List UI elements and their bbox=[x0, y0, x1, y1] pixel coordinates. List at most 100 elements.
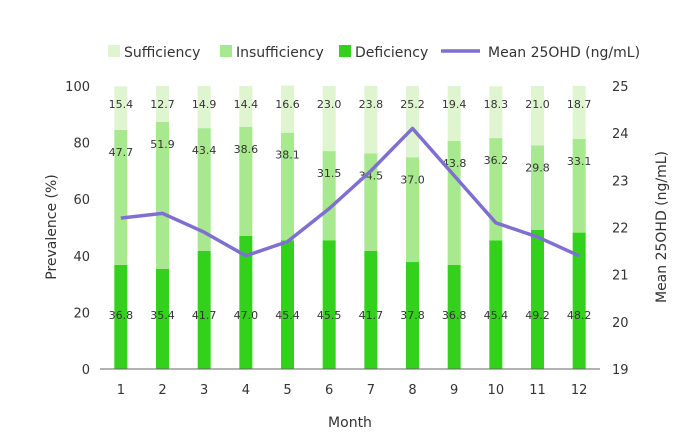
bar-insufficiency-10 bbox=[489, 138, 503, 241]
data-label-sufficiency-1: 15.4 bbox=[109, 98, 134, 111]
data-label-sufficiency-10: 18.3 bbox=[484, 98, 509, 111]
bar-sufficiency-5 bbox=[281, 85, 294, 133]
y2-tick-19: 19 bbox=[612, 363, 629, 378]
bar-sufficiency-9 bbox=[447, 86, 461, 141]
y-tick-60: 60 bbox=[73, 193, 90, 208]
bar-sufficiency-11 bbox=[531, 86, 544, 146]
bar-deficiency-1 bbox=[114, 264, 128, 369]
x-axis-title: Month bbox=[328, 415, 372, 431]
bar-sufficiency-2 bbox=[156, 86, 169, 122]
data-label-insufficiency-8: 37.0 bbox=[400, 173, 425, 186]
bar-sufficiency-6 bbox=[322, 86, 336, 152]
bar-insufficiency-3 bbox=[197, 128, 211, 251]
x-tick-5: 5 bbox=[283, 383, 291, 398]
data-label-insufficiency-11: 29.8 bbox=[525, 161, 550, 174]
bar-insufficiency-5 bbox=[281, 132, 294, 241]
x-tick-6: 6 bbox=[325, 383, 333, 398]
bar-insufficiency-12 bbox=[572, 138, 586, 233]
bar-deficiency-6 bbox=[322, 240, 336, 369]
y2-tick-24: 24 bbox=[612, 127, 629, 142]
mean-25ohd-line bbox=[120, 126, 580, 258]
legend-label-mean-25ohd: Mean 25OHD (ng/mL) bbox=[488, 45, 640, 61]
data-label-deficiency-6: 45.5 bbox=[317, 309, 342, 322]
bar-insufficiency-4 bbox=[239, 126, 253, 236]
data-label-deficiency-4: 47.0 bbox=[234, 309, 259, 322]
x-tick-8: 8 bbox=[408, 383, 416, 398]
bar-sufficiency-10 bbox=[489, 86, 503, 139]
data-label-sufficiency-2: 12.7 bbox=[150, 98, 175, 111]
x-tick-3: 3 bbox=[200, 383, 208, 398]
data-label-deficiency-9: 36.8 bbox=[442, 309, 467, 322]
data-label-insufficiency-2: 51.9 bbox=[150, 138, 175, 151]
y2-tick-25: 25 bbox=[612, 80, 629, 95]
x-tick-2: 2 bbox=[158, 383, 166, 398]
mean-line bbox=[120, 126, 580, 258]
y2-axis-title: Mean 25OHD (ng/mL) bbox=[654, 151, 670, 303]
data-label-deficiency-2: 35.4 bbox=[150, 309, 175, 322]
legend-swatch-sufficiency bbox=[108, 45, 120, 57]
bar-deficiency-12 bbox=[572, 232, 586, 369]
data-label-insufficiency-1: 47.7 bbox=[109, 146, 134, 159]
data-label-insufficiency-4: 38.6 bbox=[234, 143, 259, 156]
data-label-insufficiency-12: 33.1 bbox=[567, 155, 592, 168]
bar-sufficiency-7 bbox=[364, 86, 378, 154]
x-tick-7: 7 bbox=[367, 383, 375, 398]
y-axis-title: Prevalence (%) bbox=[44, 174, 60, 280]
y-tick-20: 20 bbox=[73, 306, 90, 321]
y2-tick-20: 20 bbox=[612, 316, 629, 331]
data-label-deficiency-5: 45.4 bbox=[275, 309, 300, 322]
bar-deficiency-10 bbox=[489, 240, 503, 369]
y2-tick-21: 21 bbox=[612, 269, 629, 284]
legend-swatch-deficiency bbox=[339, 45, 351, 57]
x-tick-4: 4 bbox=[242, 383, 250, 398]
data-label-insufficiency-7: 34.5 bbox=[359, 169, 384, 182]
data-label-insufficiency-5: 38.1 bbox=[275, 149, 300, 162]
x-tick-12: 12 bbox=[571, 383, 588, 398]
bar-deficiency-9 bbox=[447, 264, 461, 369]
bar-insufficiency-8 bbox=[406, 157, 419, 263]
bar-sufficiency-12 bbox=[572, 86, 586, 139]
legend-label-sufficiency: Sufficiency bbox=[124, 45, 200, 61]
data-label-sufficiency-12: 18.7 bbox=[567, 98, 592, 111]
data-label-insufficiency-10: 36.2 bbox=[484, 154, 509, 167]
bar-deficiency-11 bbox=[531, 229, 544, 369]
bar-sufficiency-3 bbox=[197, 86, 211, 129]
data-label-deficiency-1: 36.8 bbox=[109, 309, 134, 322]
bar-deficiency-3 bbox=[197, 250, 211, 369]
bar-deficiency-8 bbox=[406, 262, 419, 369]
data-label-sufficiency-7: 23.8 bbox=[359, 98, 384, 111]
bar-insufficiency-11 bbox=[531, 145, 544, 230]
data-label-sufficiency-5: 16.6 bbox=[275, 98, 300, 111]
legend-label-insufficiency: Insufficiency bbox=[236, 45, 324, 61]
bar-sufficiency-4 bbox=[239, 86, 253, 127]
y-tick-40: 40 bbox=[73, 250, 90, 265]
data-label-sufficiency-11: 21.0 bbox=[525, 98, 550, 111]
bar-deficiency-4 bbox=[239, 235, 253, 369]
bar-deficiency-2 bbox=[156, 268, 169, 369]
x-tick-10: 10 bbox=[488, 383, 505, 398]
data-label-deficiency-11: 49.2 bbox=[525, 309, 550, 322]
x-tick-9: 9 bbox=[450, 383, 458, 398]
bar-sufficiency-8 bbox=[406, 86, 419, 158]
bar-insufficiency-1 bbox=[114, 129, 128, 265]
y-tick-0: 0 bbox=[82, 363, 90, 378]
bar-deficiency-5 bbox=[281, 240, 294, 369]
data-label-sufficiency-8: 25.2 bbox=[400, 98, 425, 111]
bar-insufficiency-6 bbox=[322, 151, 336, 241]
data-label-deficiency-10: 45.4 bbox=[484, 309, 509, 322]
bar-insufficiency-2 bbox=[156, 121, 169, 269]
y2-tick-23: 23 bbox=[612, 174, 629, 189]
bars: 36.8 47.7 15.4 35.4 51.9 12.7 41.7 43.4 14.9 47.0… bbox=[109, 85, 592, 369]
legend-swatch-insufficiency bbox=[220, 45, 232, 57]
bar-deficiency-7 bbox=[364, 250, 378, 369]
y2-tick-22: 22 bbox=[612, 222, 629, 237]
bar-insufficiency-7 bbox=[364, 153, 378, 251]
data-label-deficiency-3: 41.7 bbox=[192, 309, 217, 322]
y-tick-80: 80 bbox=[73, 137, 90, 152]
legend-label-deficiency: Deficiency bbox=[355, 45, 428, 61]
x-tick-1: 1 bbox=[117, 383, 125, 398]
data-label-sufficiency-4: 14.4 bbox=[234, 98, 259, 111]
data-label-sufficiency-3: 14.9 bbox=[192, 98, 217, 111]
